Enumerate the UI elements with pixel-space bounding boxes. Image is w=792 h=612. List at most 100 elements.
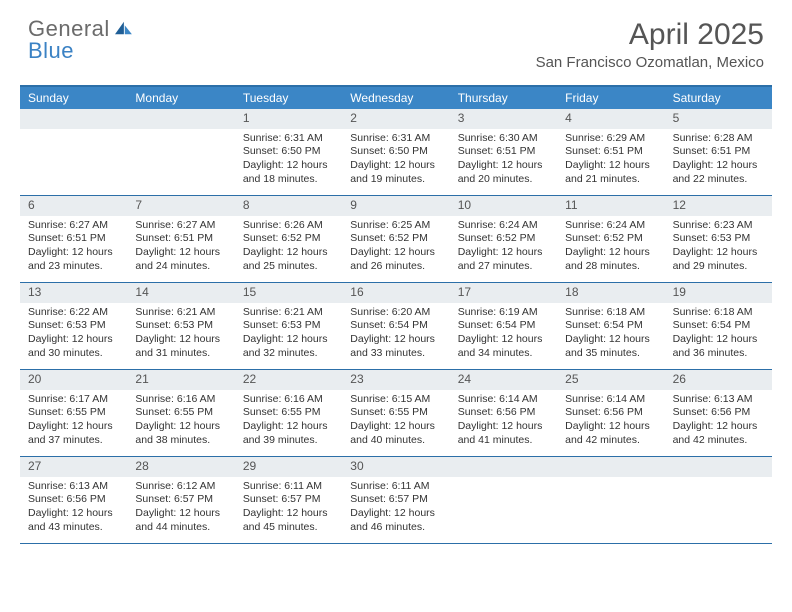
- day-cell: 20Sunrise: 6:17 AMSunset: 6:55 PMDayligh…: [20, 370, 127, 456]
- day1-text: Daylight: 12 hours: [565, 159, 656, 173]
- sunset-text: Sunset: 6:55 PM: [135, 406, 226, 420]
- dow-tuesday: Tuesday: [235, 87, 342, 109]
- day-number: 17: [450, 283, 557, 303]
- day-number: 12: [665, 196, 772, 216]
- day2-text: and 43 minutes.: [28, 521, 119, 535]
- day2-text: and 22 minutes.: [673, 173, 764, 187]
- day-cell: 11Sunrise: 6:24 AMSunset: 6:52 PMDayligh…: [557, 196, 664, 282]
- day-details: Sunrise: 6:18 AMSunset: 6:54 PMDaylight:…: [557, 303, 664, 367]
- day2-text: and 27 minutes.: [458, 260, 549, 274]
- day1-text: Daylight: 12 hours: [243, 246, 334, 260]
- calendar: SundayMondayTuesdayWednesdayThursdayFrid…: [20, 85, 772, 544]
- day-number: 14: [127, 283, 234, 303]
- day2-text: and 38 minutes.: [135, 434, 226, 448]
- day-number: 13: [20, 283, 127, 303]
- dow-thursday: Thursday: [450, 87, 557, 109]
- sunrise-text: Sunrise: 6:21 AM: [243, 306, 334, 320]
- day-details: Sunrise: 6:31 AMSunset: 6:50 PMDaylight:…: [235, 129, 342, 193]
- day-details: Sunrise: 6:16 AMSunset: 6:55 PMDaylight:…: [127, 390, 234, 454]
- sunset-text: Sunset: 6:54 PM: [565, 319, 656, 333]
- day-cell: 27Sunrise: 6:13 AMSunset: 6:56 PMDayligh…: [20, 457, 127, 543]
- day1-text: Daylight: 12 hours: [28, 333, 119, 347]
- day-number: 2: [342, 109, 449, 129]
- day-cell: 25Sunrise: 6:14 AMSunset: 6:56 PMDayligh…: [557, 370, 664, 456]
- day-cell: 5Sunrise: 6:28 AMSunset: 6:51 PMDaylight…: [665, 109, 772, 195]
- dow-wednesday: Wednesday: [342, 87, 449, 109]
- day-number: 18: [557, 283, 664, 303]
- week-row: 6Sunrise: 6:27 AMSunset: 6:51 PMDaylight…: [20, 196, 772, 283]
- empty-cell: [450, 457, 557, 543]
- day-cell: 6Sunrise: 6:27 AMSunset: 6:51 PMDaylight…: [20, 196, 127, 282]
- sunset-text: Sunset: 6:55 PM: [243, 406, 334, 420]
- day1-text: Daylight: 12 hours: [673, 159, 764, 173]
- day-cell: 3Sunrise: 6:30 AMSunset: 6:51 PMDaylight…: [450, 109, 557, 195]
- day-details: Sunrise: 6:20 AMSunset: 6:54 PMDaylight:…: [342, 303, 449, 367]
- day-details: Sunrise: 6:31 AMSunset: 6:50 PMDaylight:…: [342, 129, 449, 193]
- sunset-text: Sunset: 6:51 PM: [28, 232, 119, 246]
- day-details: Sunrise: 6:29 AMSunset: 6:51 PMDaylight:…: [557, 129, 664, 193]
- week-row: 1Sunrise: 6:31 AMSunset: 6:50 PMDaylight…: [20, 109, 772, 196]
- day-cell: 23Sunrise: 6:15 AMSunset: 6:55 PMDayligh…: [342, 370, 449, 456]
- sunset-text: Sunset: 6:56 PM: [458, 406, 549, 420]
- sunset-text: Sunset: 6:55 PM: [28, 406, 119, 420]
- day2-text: and 42 minutes.: [673, 434, 764, 448]
- day2-text: and 40 minutes.: [350, 434, 441, 448]
- sunset-text: Sunset: 6:52 PM: [565, 232, 656, 246]
- day1-text: Daylight: 12 hours: [243, 507, 334, 521]
- sunset-text: Sunset: 6:51 PM: [565, 145, 656, 159]
- sunrise-text: Sunrise: 6:21 AM: [135, 306, 226, 320]
- day2-text: and 35 minutes.: [565, 347, 656, 361]
- day-number: [127, 109, 234, 129]
- sunrise-text: Sunrise: 6:13 AM: [673, 393, 764, 407]
- day1-text: Daylight: 12 hours: [135, 333, 226, 347]
- week-row: 27Sunrise: 6:13 AMSunset: 6:56 PMDayligh…: [20, 457, 772, 544]
- day-details: Sunrise: 6:11 AMSunset: 6:57 PMDaylight:…: [235, 477, 342, 541]
- sunset-text: Sunset: 6:56 PM: [28, 493, 119, 507]
- day2-text: and 34 minutes.: [458, 347, 549, 361]
- sunset-text: Sunset: 6:52 PM: [243, 232, 334, 246]
- day1-text: Daylight: 12 hours: [135, 246, 226, 260]
- sunrise-text: Sunrise: 6:24 AM: [458, 219, 549, 233]
- day-details: Sunrise: 6:13 AMSunset: 6:56 PMDaylight:…: [665, 390, 772, 454]
- day-cell: 19Sunrise: 6:18 AMSunset: 6:54 PMDayligh…: [665, 283, 772, 369]
- day1-text: Daylight: 12 hours: [350, 333, 441, 347]
- page-subtitle: San Francisco Ozomatlan, Mexico: [536, 54, 764, 71]
- day1-text: Daylight: 12 hours: [673, 246, 764, 260]
- day-cell: 18Sunrise: 6:18 AMSunset: 6:54 PMDayligh…: [557, 283, 664, 369]
- day1-text: Daylight: 12 hours: [673, 333, 764, 347]
- header: GeneralBlue April 2025 San Francisco Ozo…: [0, 0, 792, 75]
- sunrise-text: Sunrise: 6:13 AM: [28, 480, 119, 494]
- day2-text: and 46 minutes.: [350, 521, 441, 535]
- day-cell: 24Sunrise: 6:14 AMSunset: 6:56 PMDayligh…: [450, 370, 557, 456]
- day2-text: and 18 minutes.: [243, 173, 334, 187]
- day-cell: 8Sunrise: 6:26 AMSunset: 6:52 PMDaylight…: [235, 196, 342, 282]
- day-cell: 17Sunrise: 6:19 AMSunset: 6:54 PMDayligh…: [450, 283, 557, 369]
- dow-sunday: Sunday: [20, 87, 127, 109]
- empty-cell: [20, 109, 127, 195]
- day1-text: Daylight: 12 hours: [565, 246, 656, 260]
- day-cell: 10Sunrise: 6:24 AMSunset: 6:52 PMDayligh…: [450, 196, 557, 282]
- day-number: 5: [665, 109, 772, 129]
- sunset-text: Sunset: 6:53 PM: [28, 319, 119, 333]
- sunset-text: Sunset: 6:53 PM: [673, 232, 764, 246]
- day-number: 15: [235, 283, 342, 303]
- sunset-text: Sunset: 6:57 PM: [243, 493, 334, 507]
- logo-text-blue: Blue: [28, 40, 133, 62]
- day-details: Sunrise: 6:27 AMSunset: 6:51 PMDaylight:…: [127, 216, 234, 280]
- day1-text: Daylight: 12 hours: [350, 507, 441, 521]
- day-number: 19: [665, 283, 772, 303]
- day2-text: and 41 minutes.: [458, 434, 549, 448]
- day-details: Sunrise: 6:16 AMSunset: 6:55 PMDaylight:…: [235, 390, 342, 454]
- page-title: April 2025: [536, 18, 764, 52]
- day-number: 23: [342, 370, 449, 390]
- day-number: 25: [557, 370, 664, 390]
- week-row: 13Sunrise: 6:22 AMSunset: 6:53 PMDayligh…: [20, 283, 772, 370]
- day-number: 22: [235, 370, 342, 390]
- day1-text: Daylight: 12 hours: [243, 333, 334, 347]
- day1-text: Daylight: 12 hours: [458, 159, 549, 173]
- day2-text: and 28 minutes.: [565, 260, 656, 274]
- week-row: 20Sunrise: 6:17 AMSunset: 6:55 PMDayligh…: [20, 370, 772, 457]
- sunrise-text: Sunrise: 6:31 AM: [243, 132, 334, 146]
- sunrise-text: Sunrise: 6:17 AM: [28, 393, 119, 407]
- day-cell: 12Sunrise: 6:23 AMSunset: 6:53 PMDayligh…: [665, 196, 772, 282]
